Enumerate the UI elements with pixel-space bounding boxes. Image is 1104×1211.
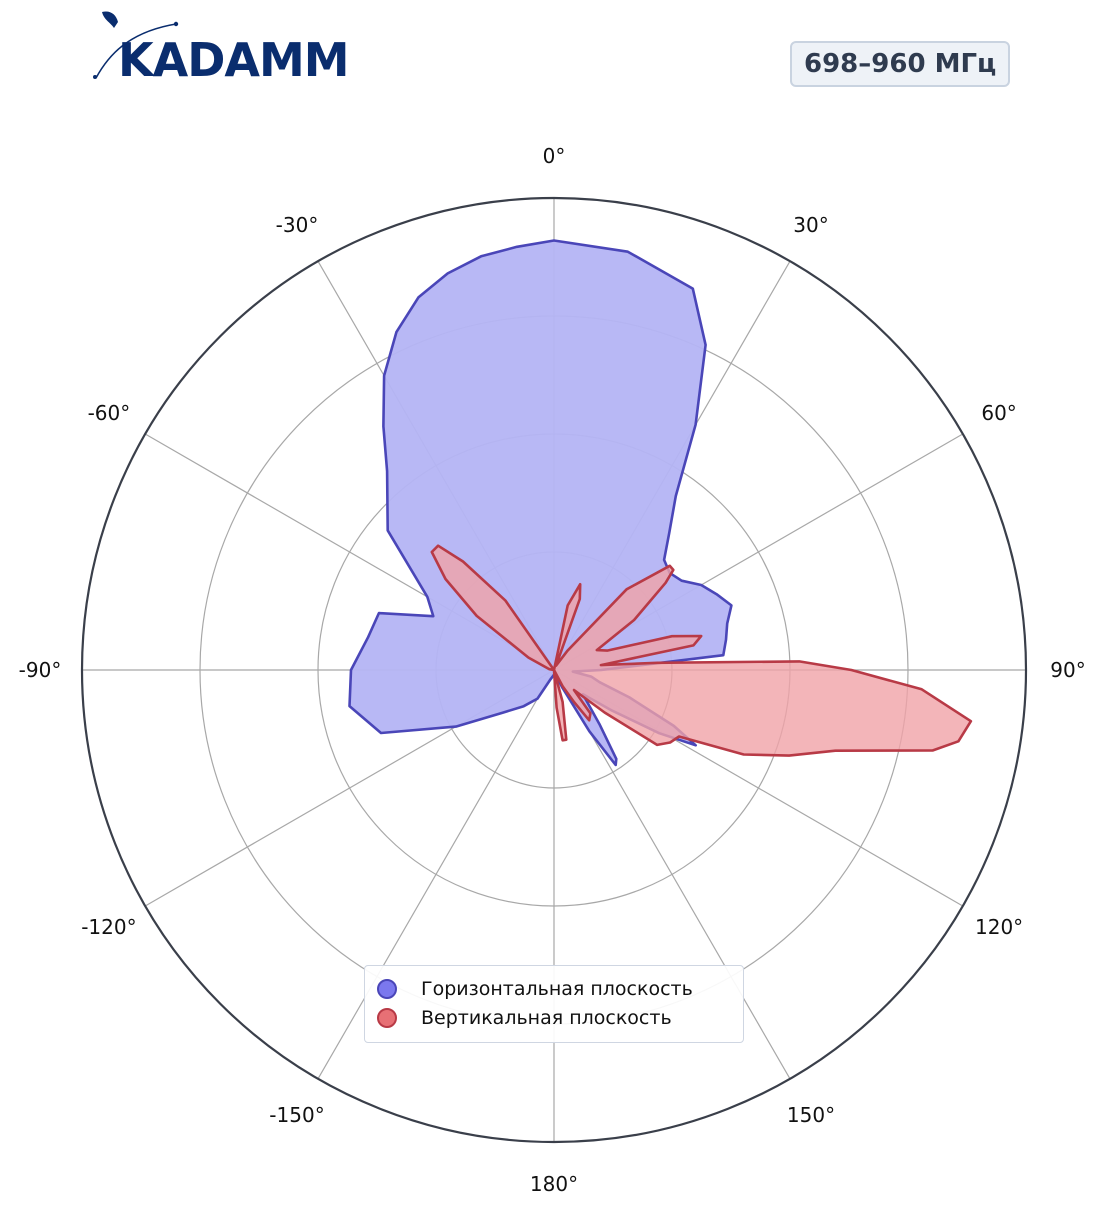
kadamm-logo: KADAMM	[93, 11, 350, 87]
angle-tick-label: 180°	[530, 1172, 578, 1196]
legend-marker-horizontal	[377, 978, 397, 999]
angle-tick-label: 60°	[981, 401, 1016, 425]
legend-item-horizontal: Горизонтальная плоскость	[377, 974, 731, 1003]
angle-tick-label: 120°	[975, 915, 1023, 939]
angle-tick-label: -150°	[269, 1103, 324, 1127]
angle-tick-label: -90°	[19, 658, 62, 682]
series-horizontal-plane	[348, 239, 733, 767]
frequency-band-badge: 698–960 МГц	[790, 41, 1011, 87]
angle-tick-label: 30°	[793, 213, 828, 237]
logo-dot	[173, 21, 179, 27]
angle-tick-label: 150°	[787, 1103, 835, 1127]
angle-tick-label: 0°	[543, 144, 566, 168]
legend-label-horizontal: Горизонтальная плоскость	[421, 977, 693, 1000]
logo-dot	[93, 75, 97, 79]
angle-grid-line	[317, 669, 555, 1080]
logo-leaf	[102, 11, 118, 28]
outer-ring	[80, 196, 1028, 1144]
outer-ring-layer	[80, 196, 1028, 1144]
logo-text: KADAMM	[118, 33, 349, 87]
angle-tick-label: -30°	[276, 213, 319, 237]
angle-tick-label: -60°	[88, 401, 131, 425]
angle-labels: 0° 30° 60° 90° 120° 150° 180° -150° -120° -90° -60…	[19, 144, 1086, 1196]
chart-legend: Горизонтальная плоскость Вертикальная пл…	[364, 965, 744, 1043]
angle-tick-label: -120°	[81, 915, 136, 939]
angle-tick-label: 90°	[1050, 658, 1085, 682]
series-layer	[348, 239, 973, 767]
series-vertical-plane	[430, 544, 973, 757]
legend-label-vertical: Вертикальная плоскость	[421, 1006, 672, 1029]
logo-swoosh	[95, 23, 177, 79]
legend-marker-vertical	[377, 1007, 397, 1028]
legend-item-vertical: Вертикальная плоскость	[377, 1003, 731, 1032]
